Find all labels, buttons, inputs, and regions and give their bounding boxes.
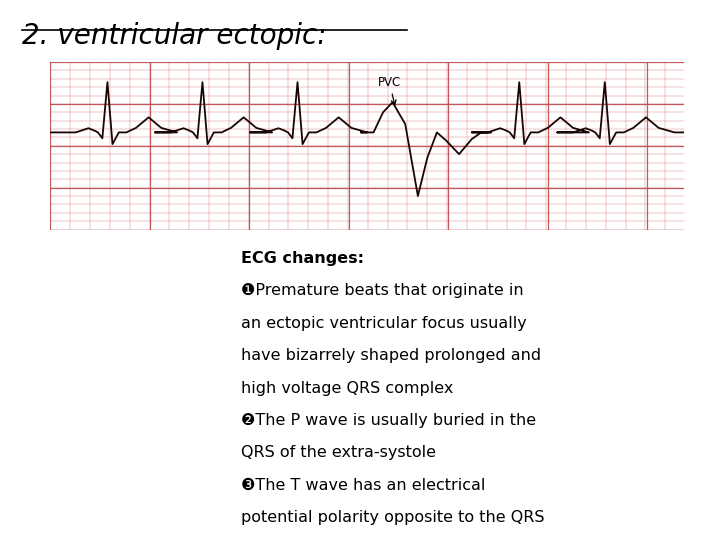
Text: ❸The T wave has an electrical: ❸The T wave has an electrical xyxy=(241,478,485,493)
Text: have bizarrely shaped prolonged and: have bizarrely shaped prolonged and xyxy=(241,348,541,363)
Text: ❶Premature beats that originate in: ❶Premature beats that originate in xyxy=(241,284,524,299)
Text: 2. ventricular ectopic:: 2. ventricular ectopic: xyxy=(22,22,326,50)
Text: potential polarity opposite to the QRS: potential polarity opposite to the QRS xyxy=(241,510,545,525)
Text: ❷The P wave is usually buried in the: ❷The P wave is usually buried in the xyxy=(241,413,536,428)
Text: ECG changes:: ECG changes: xyxy=(241,251,364,266)
Text: PVC: PVC xyxy=(378,76,401,105)
Text: an ectopic ventricular focus usually: an ectopic ventricular focus usually xyxy=(241,316,527,331)
Text: QRS of the extra-systole: QRS of the extra-systole xyxy=(241,446,436,461)
Text: high voltage QRS complex: high voltage QRS complex xyxy=(241,381,454,396)
